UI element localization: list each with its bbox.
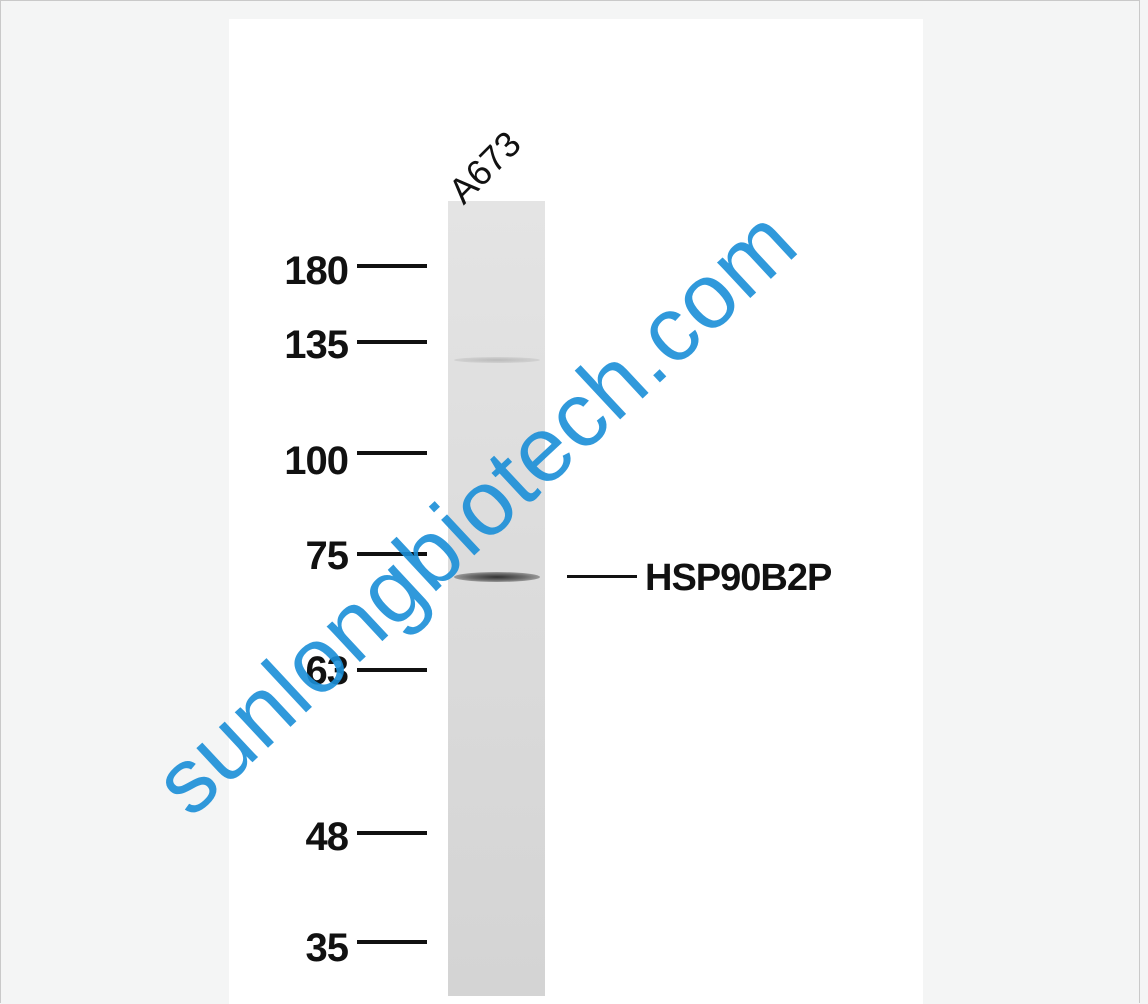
marker-label-135: 135 [284,323,349,367]
marker-tick-180 [357,264,427,268]
marker-label-180: 180 [284,249,349,293]
marker-tick-63 [357,668,427,672]
marker-tick-135 [357,340,427,344]
marker-label-75: 75 [305,534,350,578]
marker-tick-100 [357,451,427,455]
marker-tick-48 [357,831,427,835]
faint-band [454,357,540,363]
marker-tick-35 [357,940,427,944]
marker-label-35: 35 [305,926,350,970]
marker-label-100: 100 [284,439,349,483]
gel-lane-a673 [448,201,545,996]
western-blot-panel [229,19,923,1004]
target-band [454,572,540,582]
marker-label-63: 63 [305,649,350,693]
target-protein-label: HSP90B2P [645,557,832,599]
target-pointer-line [567,575,637,578]
marker-label-48: 48 [305,815,350,859]
marker-tick-75 [357,552,427,556]
